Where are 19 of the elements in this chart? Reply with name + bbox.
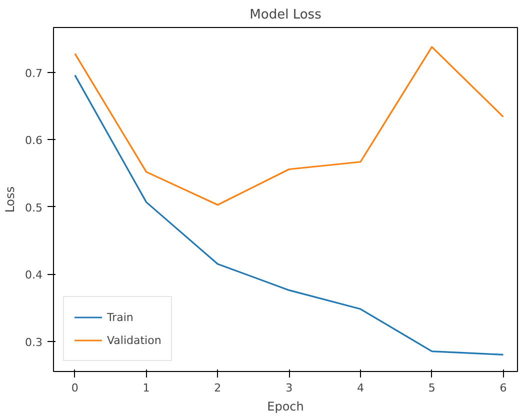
x-tick-label: 6 (500, 382, 507, 394)
y-axis-title: Loss (3, 186, 18, 213)
x-tick-label: 0 (71, 382, 78, 394)
legend-label: Train (107, 310, 134, 324)
chart-title: Model Loss (250, 8, 322, 22)
y-tick-label: 0.3 (25, 336, 43, 349)
y-tick-label: 0.5 (25, 201, 43, 214)
x-tick-label: 5 (428, 382, 436, 394)
x-tick-label: 3 (286, 382, 293, 394)
y-tick-label: 0.7 (25, 67, 43, 80)
x-axis-title: Epoch (267, 400, 304, 414)
line-series (74, 74, 504, 356)
x-tick-label: 2 (214, 382, 222, 394)
line-series (74, 46, 504, 206)
y-tick-label: 0.6 (25, 134, 43, 148)
x-tick-label: 1 (142, 382, 150, 394)
legend-label: Validation (107, 334, 162, 346)
x-tick-label: 4 (356, 382, 364, 394)
y-tick-label: 0.4 (25, 268, 43, 282)
